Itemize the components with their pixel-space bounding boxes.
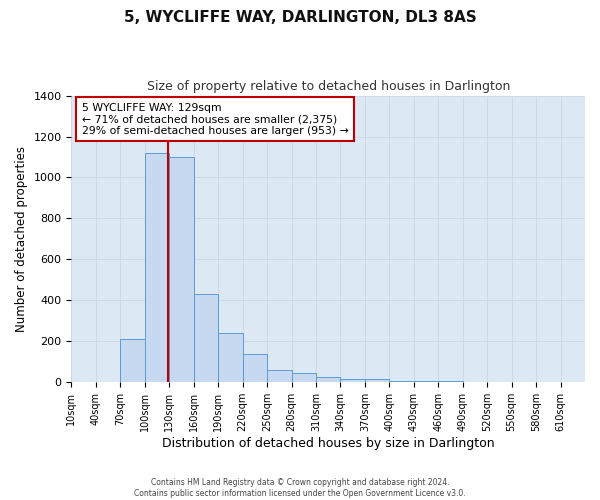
Bar (121, 340, 145, 382)
Text: Contains HM Land Registry data © Crown copyright and database right 2024.
Contai: Contains HM Land Registry data © Crown c… (134, 478, 466, 498)
Bar (267, 370, 292, 382)
Bar (438, 380, 463, 382)
Title: Size of property relative to detached houses in Darlington: Size of property relative to detached ho… (146, 80, 510, 93)
Text: 5, WYCLIFFE WAY, DARLINGTON, DL3 8AS: 5, WYCLIFFE WAY, DARLINGTON, DL3 8AS (124, 10, 476, 25)
Text: 5 WYCLIFFE WAY: 129sqm
← 71% of detached houses are smaller (2,375)
29% of semi-: 5 WYCLIFFE WAY: 129sqm ← 71% of detached… (82, 102, 349, 136)
Bar (389, 380, 414, 382)
Bar (365, 380, 389, 382)
Bar (414, 380, 438, 382)
Bar (169, 157, 194, 382)
Bar (316, 377, 340, 382)
Bar (145, 153, 169, 382)
Y-axis label: Number of detached properties: Number of detached properties (15, 146, 28, 332)
Bar (340, 380, 365, 382)
X-axis label: Distribution of detached houses by size in Darlington: Distribution of detached houses by size … (162, 437, 494, 450)
Bar (242, 354, 267, 382)
Bar (218, 333, 242, 382)
Bar (194, 294, 218, 382)
Bar (292, 373, 316, 382)
